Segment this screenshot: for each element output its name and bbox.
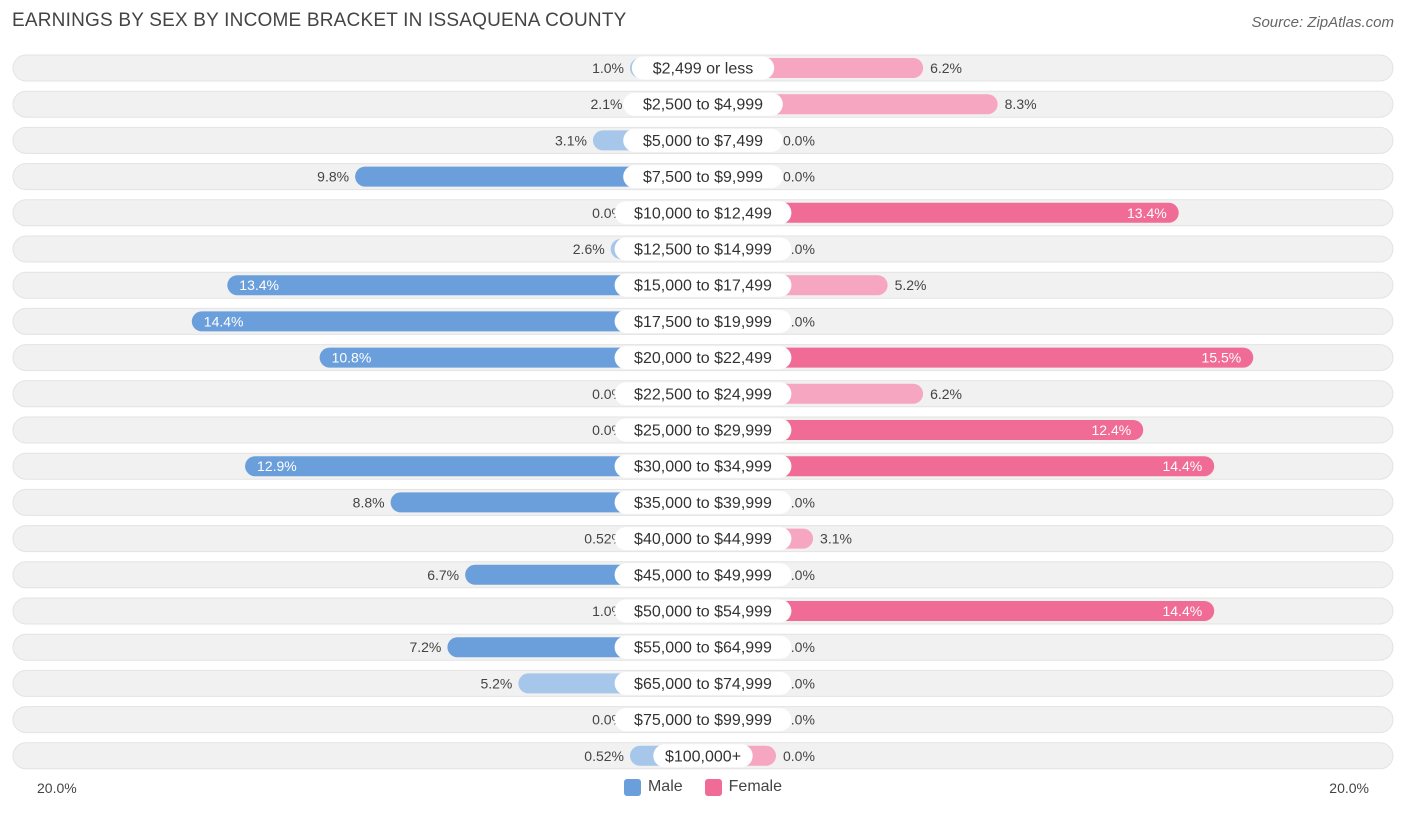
male-value-label: 5.2%: [480, 675, 512, 691]
category-label: $55,000 to $64,999: [634, 640, 772, 657]
category-label: $12,500 to $14,999: [634, 242, 772, 259]
category-pill: [614, 346, 792, 370]
category-label: $35,000 to $39,999: [634, 495, 772, 512]
female-value-label: 5.2%: [895, 277, 927, 293]
category-label: $10,000 to $12,499: [634, 205, 772, 222]
female-value-label: 1.0%: [783, 494, 815, 510]
female-value-label: 0.0%: [783, 748, 815, 764]
female-value-label: 0.0%: [783, 169, 815, 185]
female-value-label: 14.4%: [1162, 603, 1202, 619]
category-pill: [614, 599, 792, 623]
male-value-label: 12.9%: [257, 458, 297, 474]
female-value-label: 6.2%: [930, 386, 962, 402]
category-pill: [614, 490, 792, 514]
category-label: $15,000 to $17,499: [634, 278, 772, 295]
male-value-label: 13.4%: [239, 277, 279, 293]
category-pill: [614, 273, 792, 297]
female-value-label: 3.1%: [820, 531, 852, 547]
legend-label-female: Female: [728, 778, 783, 795]
category-label: $45,000 to $49,999: [634, 567, 772, 584]
male-value-label: 1.0%: [592, 60, 624, 76]
female-value-label: 15.5%: [1202, 350, 1242, 366]
source-label: Source: ZipAtlas.com: [1251, 14, 1394, 31]
female-value-label: 13.4%: [1127, 205, 1167, 221]
female-bar: [703, 601, 1215, 621]
category-pill: [614, 201, 792, 225]
category-pill: [614, 454, 792, 478]
axis-left-label: 20.0%: [37, 780, 77, 796]
female-value-label: 0.0%: [783, 241, 815, 257]
legend-item-female[interactable]: Female: [704, 778, 783, 796]
category-label: $50,000 to $54,999: [634, 604, 772, 621]
category-pill: [614, 309, 792, 333]
male-value-label: 2.6%: [573, 241, 605, 257]
male-value-label: 3.1%: [555, 132, 587, 148]
male-value-label: 10.8%: [332, 350, 372, 366]
female-bar: [703, 202, 1179, 223]
female-value-label: 0.0%: [783, 567, 815, 583]
legend: Male Female: [0, 778, 1406, 796]
category-label: $7,500 to $9,999: [643, 169, 763, 186]
female-value-label: 0.0%: [783, 712, 815, 728]
male-value-label: 0.52%: [584, 531, 624, 547]
category-pill: [631, 56, 775, 80]
category-pill: [623, 92, 783, 116]
female-bar: [703, 456, 1215, 477]
female-value-label: 6.2%: [930, 60, 962, 76]
axis-right-label: 20.0%: [1329, 780, 1369, 796]
category-pill: [614, 708, 792, 732]
category-label: $5,000 to $7,499: [643, 133, 763, 150]
category-label: $75,000 to $99,999: [634, 712, 772, 729]
female-value-label: 0.0%: [783, 675, 815, 691]
category-pill: [614, 382, 792, 406]
male-value-label: 6.7%: [427, 567, 459, 583]
category-pill: [623, 165, 783, 189]
category-label: $17,500 to $19,999: [634, 314, 772, 331]
category-label: $22,500 to $24,999: [634, 386, 772, 403]
male-value-label: 8.8%: [353, 494, 385, 510]
category-label: $20,000 to $22,499: [634, 350, 772, 367]
female-value-label: 0.0%: [783, 639, 815, 655]
male-bar: [191, 311, 704, 332]
category-pill: [614, 635, 792, 659]
category-pill: [614, 671, 792, 695]
male-bar: [245, 456, 704, 477]
male-value-label: 0.52%: [584, 748, 624, 764]
male-value-label: 7.2%: [409, 639, 441, 655]
male-value-label: 2.1%: [591, 96, 623, 112]
female-value-label: 8.3%: [1005, 96, 1037, 112]
category-label: $30,000 to $34,999: [634, 459, 772, 476]
category-label: $65,000 to $74,999: [634, 676, 772, 693]
female-value-label: 0.0%: [783, 132, 815, 148]
legend-swatch-male: [623, 778, 641, 796]
legend-swatch-female: [704, 778, 722, 796]
category-pill: [614, 527, 792, 551]
category-label: $2,499 or less: [653, 61, 754, 78]
female-value-label: 12.4%: [1091, 422, 1131, 438]
category-pill: [653, 744, 753, 768]
female-value-label: 0.0%: [783, 313, 815, 329]
legend-item-male[interactable]: Male: [623, 778, 683, 796]
category-pill: [614, 563, 792, 587]
category-label: $2,500 to $4,999: [643, 97, 763, 114]
category-pill: [614, 237, 792, 261]
chart-title: EARNINGS BY SEX BY INCOME BRACKET IN ISS…: [12, 10, 627, 31]
male-bar: [355, 166, 703, 187]
category-pill: [623, 128, 783, 152]
category-label: $40,000 to $44,999: [634, 531, 772, 548]
male-bar: [227, 275, 704, 296]
category-pill: [614, 418, 792, 442]
male-value-label: 14.4%: [204, 313, 244, 329]
legend-label-male: Male: [647, 778, 683, 795]
female-value-label: 14.4%: [1162, 458, 1202, 474]
male-bar: [319, 347, 703, 368]
category-label: $25,000 to $29,999: [634, 423, 772, 440]
category-label: $100,000+: [665, 748, 741, 765]
female-bar: [703, 347, 1254, 368]
male-value-label: 9.8%: [317, 169, 349, 185]
female-bar: [703, 420, 1144, 440]
